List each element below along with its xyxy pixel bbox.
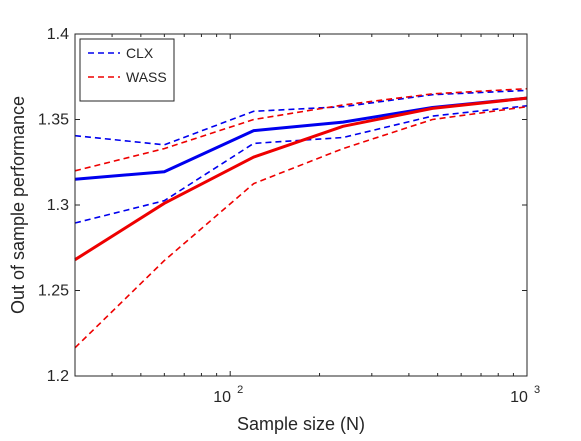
legend-label: CLX xyxy=(126,45,154,61)
y-tick-label: 1.35 xyxy=(38,112,69,129)
y-tick-label: 1.4 xyxy=(47,26,69,43)
y-axis-label: Out of sample performance xyxy=(8,96,28,314)
y-tick-label: 1.3 xyxy=(47,197,69,214)
x-tick-label: 10 xyxy=(213,389,231,406)
series-line-wass-upper xyxy=(74,87,528,172)
series-line-wass-lower xyxy=(74,105,528,349)
legend: CLX WASS xyxy=(79,38,175,102)
series-line-clx-upper xyxy=(74,89,528,146)
x-tick-labels: 10 2 10 3 xyxy=(213,384,540,406)
x-tick-label: 10 xyxy=(510,389,528,406)
x-axis-label: Sample size (N) xyxy=(237,414,365,434)
y-tick-labels: 1.2 1.25 1.3 1.35 1.4 xyxy=(38,26,69,385)
series-layer xyxy=(74,87,528,349)
legend-label: WASS xyxy=(126,69,167,85)
legend-box xyxy=(79,38,175,102)
y-tick-label: 1.2 xyxy=(47,368,69,385)
y-tick-label: 1.25 xyxy=(38,283,69,300)
series-line-wass-mean xyxy=(74,96,528,261)
x-tick-label-exponent: 2 xyxy=(237,384,243,396)
x-tick-label-exponent: 3 xyxy=(534,384,540,396)
plot-frame xyxy=(74,33,528,377)
